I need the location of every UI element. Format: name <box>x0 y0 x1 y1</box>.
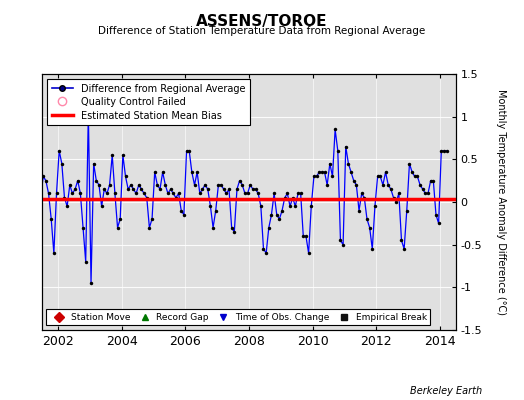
Legend: Station Move, Record Gap, Time of Obs. Change, Empirical Break: Station Move, Record Gap, Time of Obs. C… <box>47 309 430 326</box>
Text: Difference of Station Temperature Data from Regional Average: Difference of Station Temperature Data f… <box>99 26 425 36</box>
Y-axis label: Monthly Temperature Anomaly Difference (°C): Monthly Temperature Anomaly Difference (… <box>496 89 506 315</box>
Text: ASSENS/TOROE: ASSENS/TOROE <box>196 14 328 29</box>
Text: Berkeley Earth: Berkeley Earth <box>410 386 482 396</box>
